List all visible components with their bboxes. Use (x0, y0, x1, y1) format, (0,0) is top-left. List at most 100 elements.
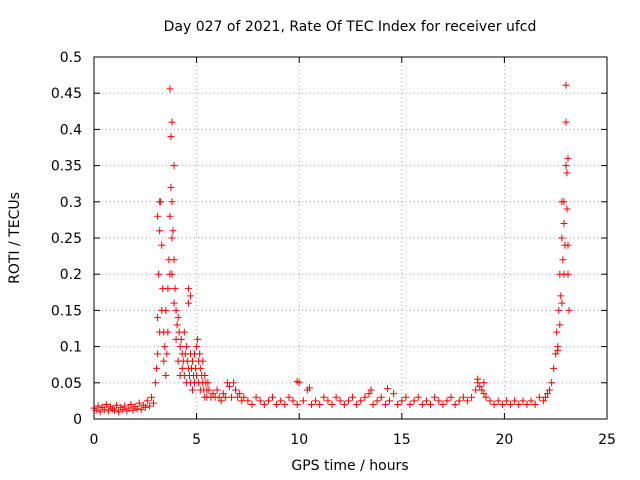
data-point (305, 384, 313, 392)
data-point (170, 256, 178, 264)
data-point (490, 401, 498, 409)
data-point (188, 386, 196, 394)
data-point (394, 401, 402, 409)
data-point (344, 397, 352, 405)
data-point (168, 270, 176, 278)
data-point (145, 402, 153, 410)
y-tick-label: 0.05 (51, 376, 82, 392)
x-tick-label: 0 (90, 432, 99, 448)
data-point (119, 406, 127, 414)
data-point (557, 292, 565, 300)
data-point (223, 379, 231, 387)
data-point (234, 393, 242, 401)
data-point (556, 321, 564, 329)
data-point (369, 401, 377, 409)
x-tick-label: 5 (192, 432, 201, 448)
data-point (184, 299, 192, 307)
data-point (154, 212, 162, 220)
data-point (502, 397, 510, 405)
data-point (174, 314, 182, 322)
data-point (173, 321, 181, 329)
data-point (455, 397, 463, 405)
data-point (169, 227, 177, 235)
y-tick-label: 0.4 (60, 122, 82, 138)
data-point (563, 169, 571, 177)
data-point (336, 397, 344, 405)
data-point (205, 386, 213, 394)
data-point (316, 401, 324, 409)
data-point (193, 343, 201, 351)
data-point (562, 162, 570, 170)
data-point (447, 393, 455, 401)
data-point (156, 198, 164, 206)
data-point (143, 397, 151, 405)
data-point (554, 346, 562, 354)
data-point (127, 401, 135, 409)
data-point (213, 386, 221, 394)
data-point (548, 379, 556, 387)
y-tick-label: 0.15 (51, 303, 82, 319)
data-point (113, 401, 121, 409)
data-point (115, 408, 123, 416)
data-point (252, 393, 260, 401)
data-point (328, 401, 336, 409)
data-point (564, 154, 572, 162)
data-point (443, 397, 451, 405)
data-point (324, 397, 332, 405)
chart-title: Day 027 of 2021, Rate Of TEC Index for r… (164, 19, 537, 35)
data-point (541, 393, 549, 401)
data-point (238, 397, 246, 405)
data-point (459, 393, 467, 401)
data-point (204, 379, 212, 387)
data-point (260, 401, 268, 409)
data-point (121, 402, 129, 410)
y-tick-label: 0.1 (60, 340, 82, 356)
data-point (435, 397, 443, 405)
data-point (480, 390, 488, 398)
data-point (565, 306, 573, 314)
data-point (156, 227, 164, 235)
y-tick-labels: 0 0.05 0.1 0.15 0.2 0.25 0.3 0.35 0.4 0.45 0.5 (51, 50, 82, 428)
data-point (367, 386, 375, 394)
data-point (96, 408, 104, 416)
data-point (523, 401, 531, 409)
data-point (168, 198, 176, 206)
data-point (414, 393, 422, 401)
data-point (197, 364, 205, 372)
x-tick-labels: 0 5 10 15 20 25 (90, 432, 616, 448)
data-point (377, 393, 385, 401)
data-point (94, 402, 102, 410)
data-point (289, 397, 297, 405)
data-point (264, 397, 272, 405)
data-point (550, 364, 558, 372)
data-point (154, 350, 162, 358)
data-point (527, 397, 535, 405)
data-point (155, 270, 163, 278)
data-point (180, 328, 188, 336)
data-point (353, 401, 361, 409)
data-point (539, 397, 547, 405)
data-point (468, 393, 476, 401)
data-point (558, 198, 566, 206)
data-point (168, 234, 176, 242)
data-point (184, 285, 192, 293)
data-point (320, 393, 328, 401)
data-point (161, 343, 169, 351)
data-point (553, 328, 561, 336)
data-point (225, 382, 233, 390)
data-point (269, 393, 277, 401)
data-point (531, 401, 539, 409)
data-point (166, 212, 174, 220)
data-point (227, 393, 235, 401)
x-tick-label: 10 (290, 432, 308, 448)
data-point (176, 343, 184, 351)
data-point (402, 393, 410, 401)
data-point (480, 379, 488, 387)
data-point (215, 393, 223, 401)
data-point (543, 390, 551, 398)
data-point (418, 401, 426, 409)
data-point (248, 401, 256, 409)
data-point (209, 390, 217, 398)
data-point (102, 401, 110, 409)
data-point (511, 397, 519, 405)
